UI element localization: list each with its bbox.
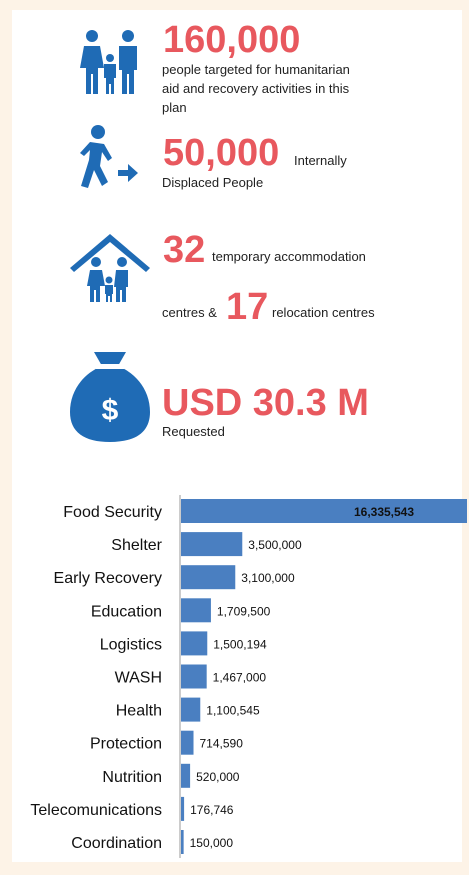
- value-label: 714,590: [200, 737, 244, 751]
- stat-figure: 17: [226, 286, 268, 328]
- value-label: 3,500,000: [248, 538, 302, 552]
- bar: [181, 499, 467, 523]
- bar: [181, 730, 194, 755]
- category-label: Logistics: [100, 636, 162, 653]
- stat-desc: centres &: [162, 305, 217, 320]
- stat-desc: Internally: [294, 153, 347, 168]
- value-label: 1,100,545: [206, 704, 260, 718]
- bar: [181, 664, 207, 689]
- value-label: 16,335,543: [354, 505, 414, 519]
- category-label: Shelter: [111, 537, 162, 554]
- stat-figure: 32: [163, 229, 205, 271]
- value-label: 176,746: [190, 803, 234, 817]
- bar: [181, 598, 211, 623]
- bar: [181, 631, 208, 656]
- value-label: 1,467,000: [213, 671, 267, 685]
- category-label: Coordination: [71, 835, 162, 852]
- stat-desc: Displaced People: [162, 175, 263, 190]
- stat-desc: aid and recovery activities in this: [162, 81, 350, 96]
- value-label: 1,709,500: [217, 604, 271, 618]
- stat-desc: relocation centres: [272, 305, 375, 320]
- walking-icon: [80, 125, 138, 188]
- value-label: 150,000: [190, 836, 234, 850]
- category-label: Nutrition: [102, 769, 162, 786]
- bar: [181, 830, 184, 854]
- value-label: 3,100,000: [241, 571, 295, 585]
- money-icon: $: [70, 352, 150, 442]
- category-label: Telecomunications: [30, 802, 162, 819]
- money-symbol: $: [102, 394, 119, 427]
- stat-figure: USD 30.3 M: [162, 382, 369, 424]
- stat-figure: 160,000: [163, 19, 300, 61]
- family-icon: [80, 30, 137, 94]
- bar: [181, 532, 243, 557]
- bar: [181, 796, 185, 821]
- stat-desc: Requested: [162, 424, 225, 439]
- value-label: 1,500,194: [213, 637, 267, 651]
- stat-desc: plan: [162, 100, 187, 115]
- stat-desc: people targeted for humanitarian: [162, 62, 350, 77]
- category-label: Food Security: [63, 504, 162, 521]
- category-label: Education: [91, 603, 162, 620]
- bar: [181, 565, 236, 590]
- shelter-icon: [70, 234, 150, 302]
- stat-figure: 50,000: [163, 132, 279, 174]
- category-label: WASH: [115, 670, 162, 687]
- category-label: Protection: [90, 736, 162, 753]
- stat-desc: temporary accommodation: [212, 249, 366, 264]
- bar: [181, 763, 191, 788]
- category-label: Health: [116, 703, 162, 720]
- bar: [181, 697, 201, 722]
- value-label: 520,000: [196, 770, 240, 784]
- category-label: Early Recovery: [54, 570, 162, 587]
